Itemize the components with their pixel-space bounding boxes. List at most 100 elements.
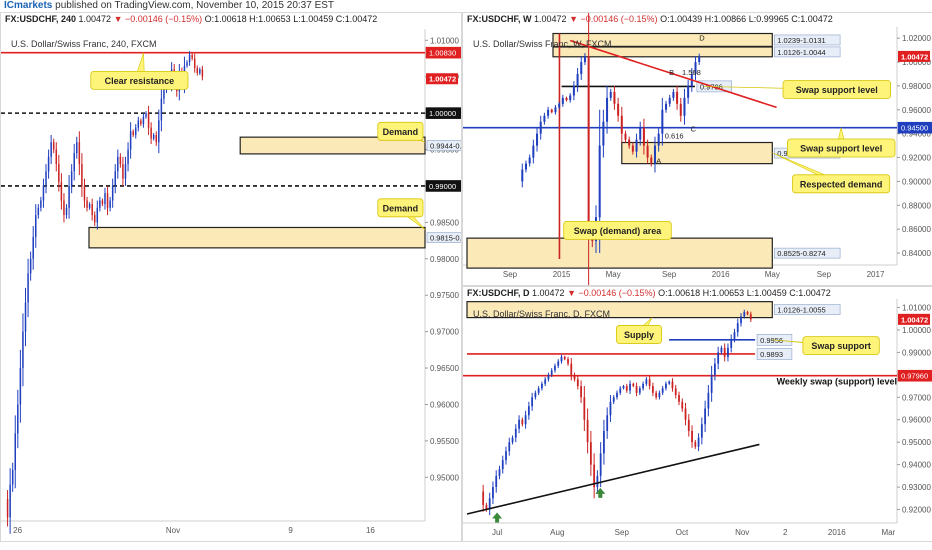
candle-body [134, 127, 137, 135]
candle-body [733, 332, 736, 339]
candle-body [11, 470, 14, 485]
price-axis-bg [897, 287, 932, 541]
candle-body [658, 392, 661, 398]
candle-body [124, 164, 127, 179]
candle-body [653, 145, 656, 164]
candle-body [40, 200, 42, 208]
candle-body [589, 442, 592, 465]
candle-body [668, 97, 671, 104]
candlestick-chart-h4[interactable]: 1.010001.005001.000000.995000.990000.985… [1, 13, 461, 541]
candle-body [710, 374, 713, 393]
x-tick-label: 9 [288, 526, 293, 535]
callout-text: Swap support level [800, 144, 882, 154]
candle-body [101, 200, 104, 205]
level-label: 1.00830 [429, 49, 456, 58]
candle-body [681, 401, 684, 409]
candle-body [132, 131, 134, 135]
y-tick-label: 1.00000 [902, 326, 931, 335]
candle-body [714, 363, 716, 375]
candle-body [78, 142, 81, 165]
candle-body [730, 338, 733, 348]
zone-box [552, 46, 773, 58]
candle-body [24, 302, 27, 332]
candle-body [691, 430, 693, 443]
callout-text: Swap support [811, 341, 871, 351]
last-price-bg [426, 73, 458, 85]
candle-body [646, 145, 649, 158]
candle-body [617, 103, 620, 116]
candle-body [76, 142, 78, 154]
candle-body [63, 200, 65, 216]
zone-label-bg [773, 247, 841, 259]
candle-body [32, 236, 34, 259]
ohlc-bar: FX:USDCHF, W 1.00472 ▼ −0.00146 (−0.15%)… [467, 14, 833, 24]
y-tick-label: 0.94000 [902, 461, 931, 470]
callout-text: Respected demand [800, 179, 883, 189]
candle-body [570, 363, 573, 375]
y-tick-label: 0.96500 [430, 364, 459, 373]
candle-body [482, 491, 485, 506]
candle-body [609, 401, 612, 416]
pattern-label: C [691, 124, 697, 133]
candle-body [150, 127, 152, 139]
candle-body [642, 383, 644, 389]
chart-title: U.S. Dollar/Swiss Franc, 240, FXCM [11, 39, 157, 49]
candlestick-chart-daily[interactable]: 1.010001.000000.990000.980000.970000.960… [463, 287, 932, 541]
y-tick-label: 0.94000 [902, 130, 931, 139]
candle-body [596, 475, 599, 488]
chart-panel-daily[interactable]: FX:USDCHF, D 1.00472 ▼ −0.00146 (−0.15%)… [462, 286, 932, 542]
trend-line [569, 39, 777, 109]
candle-body [106, 193, 109, 208]
candle-body [720, 347, 723, 353]
candle-body [114, 171, 116, 186]
candle-body [145, 113, 147, 117]
trend-line [466, 443, 760, 515]
y-tick-label: 0.95000 [430, 473, 459, 482]
candle-body [624, 133, 627, 140]
publisher-name[interactable]: ICmarkets [4, 0, 53, 11]
candle-body [622, 386, 625, 389]
x-tick-label: 2017 [867, 270, 885, 279]
candle-body [547, 109, 550, 116]
y-tick-label: 0.99000 [902, 348, 931, 357]
x-tick-label: 2 [783, 528, 788, 537]
candle-body [191, 54, 193, 59]
candle-body [736, 323, 739, 333]
candle-body [642, 127, 645, 146]
ohlc-bar: FX:USDCHF, D 1.00472 ▼ −0.00146 (−0.15%)… [467, 288, 831, 298]
candle-body [147, 113, 150, 128]
x-tick-label: Nov [735, 528, 749, 537]
x-tick-label: 2016 [712, 270, 730, 279]
level-label-bg [897, 369, 932, 382]
candle-body [50, 142, 52, 157]
y-tick-label: 1.02000 [902, 34, 931, 43]
y-tick-label: 1.00000 [902, 58, 931, 67]
candlestick-chart-weekly[interactable]: 1.02000 1.00000 0.98000 0.96000 0.94000 0.920… [463, 13, 932, 285]
callout-box [786, 138, 896, 158]
candle-body [155, 134, 158, 143]
candle-body [609, 91, 612, 98]
candle-body [536, 133, 539, 146]
level-label: 1.00000 [429, 109, 456, 118]
candle-body [576, 379, 579, 387]
candle-body [68, 185, 70, 208]
candle-body [638, 388, 641, 393]
chart-panel-weekly[interactable]: FX:USDCHF, W 1.00472 ▼ −0.00146 (−0.15%)… [462, 12, 932, 286]
candle-body [707, 392, 710, 409]
up-arrow-marker [595, 487, 606, 498]
candle-body [543, 115, 546, 122]
candle-body [42, 185, 45, 201]
candle-body [635, 139, 638, 152]
candle-body [88, 204, 91, 208]
chart-panel-h4[interactable]: FX:USDCHF, 240 1.00472 ▼ −0.00146 (−0.15… [0, 12, 462, 542]
candle-body [45, 171, 47, 186]
y-tick-label: 0.88000 [902, 201, 931, 210]
candle-body [661, 388, 664, 393]
candle-body [576, 73, 579, 86]
candle-body [606, 97, 609, 122]
candle-body [628, 139, 631, 146]
candle-body [528, 157, 531, 164]
candle-body [583, 56, 586, 63]
candle-body [655, 392, 658, 398]
